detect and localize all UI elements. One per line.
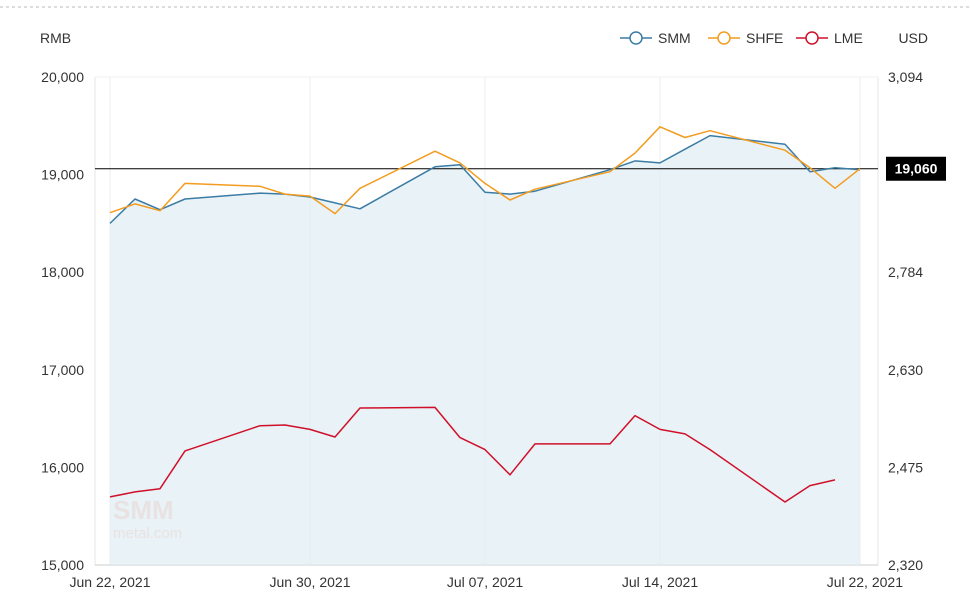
y-left-tick-label: 16,000 <box>41 459 84 475</box>
legend-label-lme: LME <box>834 30 863 46</box>
reference-label: 19,060 <box>895 161 938 177</box>
y-right-tick-label: 2,784 <box>888 264 923 280</box>
legend-marker-smm <box>629 31 643 45</box>
x-tick-label: Jun 30, 2021 <box>270 574 351 590</box>
y-left-tick-label: 18,000 <box>41 264 84 280</box>
x-tick-label: Jul 22, 2021 <box>827 574 903 590</box>
series-line-lme <box>109 406 836 503</box>
reference-label-box <box>886 156 946 181</box>
legend-item-shfe[interactable]: SHFE <box>708 30 783 46</box>
series-area-smm <box>110 135 860 565</box>
x-tick-label: Jul 07, 2021 <box>447 574 523 590</box>
watermark: SMM metal.com <box>113 495 182 542</box>
legend-label-smm: SMM <box>658 30 691 46</box>
axes: 15,000 16,000 17,000 18,000 19,000 20,000 2,32… <box>41 69 923 590</box>
left-axis-unit: RMB <box>40 30 71 46</box>
reference-line-group: 19,060 <box>95 156 946 181</box>
y-right-tick-label: 3,094 <box>888 69 923 85</box>
y-left-tick-label: 19,000 <box>41 167 84 183</box>
y-right-tick-label: 2,630 <box>888 362 923 378</box>
right-axis-unit: USD <box>898 30 928 46</box>
watermark-logo: SMM <box>113 495 174 525</box>
legend-item-smm[interactable]: SMM <box>620 30 691 46</box>
series-line-shfe <box>109 126 861 215</box>
y-right-tick-label: 2,320 <box>888 557 923 573</box>
x-tick-label: Jul 14, 2021 <box>622 574 698 590</box>
series-line-smm <box>109 134 861 224</box>
smm-area-fill <box>110 135 860 565</box>
legend-item-lme[interactable]: LME <box>796 30 863 46</box>
x-tick-label: Jun 22, 2021 <box>70 574 151 590</box>
legend-marker-lme <box>805 31 819 45</box>
legend-label-shfe: SHFE <box>746 30 783 46</box>
y-left-tick-label: 15,000 <box>41 557 84 573</box>
series-lines <box>109 126 861 503</box>
watermark-site: metal.com <box>113 525 182 542</box>
y-left-tick-label: 20,000 <box>41 69 84 85</box>
y-left-tick-label: 17,000 <box>41 362 84 378</box>
y-right-tick-label: 2,475 <box>888 459 923 475</box>
legend-marker-shfe <box>717 31 731 45</box>
chart-legend[interactable]: SMM SHFE LME <box>620 30 863 46</box>
